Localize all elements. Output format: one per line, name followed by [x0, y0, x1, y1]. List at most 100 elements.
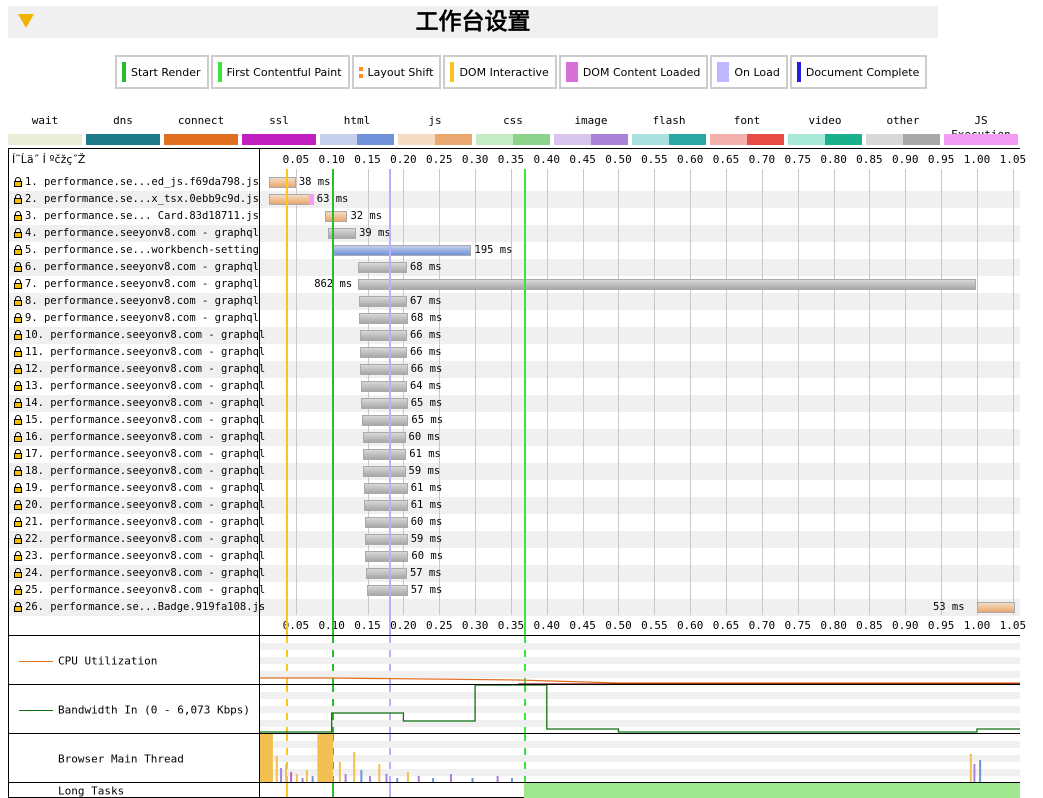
request-label[interactable]: 10. performance.seeyonv8.com - graphql: [25, 329, 266, 341]
request-label[interactable]: 11. performance.seeyonv8.com - graphql: [25, 346, 266, 358]
request-label[interactable]: 18. performance.seeyonv8.com - graphql: [25, 465, 266, 477]
table-row[interactable]: [9, 361, 1020, 378]
request-label[interactable]: 23. performance.seeyonv8.com - graphql: [25, 550, 266, 562]
request-label[interactable]: 3. performance.se... Card.83d18711.js: [25, 210, 259, 222]
grid-line: [439, 169, 441, 615]
collapse-arrow-icon[interactable]: [18, 14, 34, 28]
request-label[interactable]: 1. performance.se...ed_js.f69da798.js: [25, 176, 259, 188]
request-label[interactable]: 13. performance.seeyonv8.com - graphql: [25, 380, 266, 392]
request-bar[interactable]: [359, 347, 407, 358]
request-label[interactable]: 16. performance.seeyonv8.com - graphql: [25, 431, 266, 443]
axis-tick-label: 1.00: [963, 619, 991, 632]
request-label[interactable]: 20. performance.seeyonv8.com - graphql: [25, 499, 266, 511]
request-label[interactable]: 7. performance.seeyonv8.com - graphql: [25, 278, 259, 290]
table-row[interactable]: [9, 327, 1020, 344]
lock-icon: [14, 381, 22, 391]
request-bar[interactable]: [362, 449, 407, 460]
grid-line: [976, 169, 978, 615]
legend-swatch: [450, 62, 455, 82]
resource-type-item: js: [398, 114, 472, 145]
cpu-utilization-text: CPU Utilization: [58, 654, 158, 667]
request-label[interactable]: 4. performance.seeyonv8.com - graphql: [25, 227, 259, 239]
request-bar[interactable]: [268, 177, 296, 188]
bandwidth-swatch: [19, 709, 53, 711]
request-bar[interactable]: [976, 602, 1015, 613]
request-label[interactable]: 15. performance.seeyonv8.com - graphql: [25, 414, 266, 426]
request-bar[interactable]: [361, 415, 409, 426]
request-label[interactable]: 22. performance.seeyonv8.com - graphql: [25, 533, 266, 545]
request-bar[interactable]: [363, 466, 406, 477]
request-label[interactable]: 19. performance.seeyonv8.com - graphql: [25, 482, 266, 494]
table-row[interactable]: [9, 191, 1020, 208]
axis-tick-label: 0.60: [676, 153, 704, 166]
table-row[interactable]: [9, 463, 1020, 480]
lock-icon: [14, 568, 22, 578]
request-bar[interactable]: [358, 279, 977, 290]
table-row[interactable]: [9, 293, 1020, 310]
request-label[interactable]: 25. performance.seeyonv8.com - graphql: [25, 584, 266, 596]
request-bar[interactable]: [361, 381, 407, 392]
cpu-utilization-label: CPU Utilization: [9, 636, 260, 685]
request-bar[interactable]: [358, 296, 407, 307]
request-label[interactable]: 5. performance.se...workbench-setting: [25, 244, 259, 256]
legend-label: Layout Shift: [367, 65, 434, 79]
axis-tick-label: 0.35: [497, 153, 525, 166]
request-label[interactable]: 12. performance.seeyonv8.com - graphql: [25, 363, 266, 375]
table-row[interactable]: [9, 565, 1020, 582]
request-bar[interactable]: [328, 228, 357, 239]
request-label[interactable]: 21. performance.seeyonv8.com - graphql: [25, 516, 266, 528]
request-bar[interactable]: [359, 330, 407, 341]
bandwidth-graph: Bandwidth In (0 - 6,073 Kbps): [9, 684, 1020, 734]
request-bar[interactable]: [360, 364, 408, 375]
request-label[interactable]: 14. performance.seeyonv8.com - graphql: [25, 397, 266, 409]
request-duration: 59 ms: [410, 533, 443, 545]
table-row[interactable]: [9, 599, 1020, 616]
request-bar[interactable]: [358, 313, 408, 324]
request-bar[interactable]: [365, 551, 409, 562]
request-label[interactable]: 9. performance.seeyonv8.com - graphql: [25, 312, 259, 324]
table-row[interactable]: [9, 395, 1020, 412]
resource-type-item: JS Execution: [944, 114, 1018, 145]
resource-type-swatch: [866, 134, 940, 145]
table-row[interactable]: [9, 429, 1020, 446]
resource-type-swatch: [164, 134, 238, 145]
table-row[interactable]: [9, 497, 1020, 514]
request-bar[interactable]: [362, 432, 406, 443]
request-label[interactable]: 24. performance.seeyonv8.com - graphql: [25, 567, 266, 579]
request-label[interactable]: 8. performance.seeyonv8.com - graphql: [25, 295, 259, 307]
request-bar[interactable]: [365, 534, 408, 545]
axis-tick-label: 0.40: [533, 153, 561, 166]
axis-tick-label: 0.90: [892, 153, 919, 166]
table-row[interactable]: [9, 259, 1020, 276]
request-label[interactable]: 2. performance.se...x_tsx.0ebb9c9d.js: [25, 193, 259, 205]
request-bar[interactable]: [324, 211, 348, 222]
request-duration: 39 ms: [359, 227, 391, 239]
axis-tick-label: 0.20: [390, 619, 417, 632]
resource-type-legend: wait dns connect ssl html js css image flash font…: [8, 114, 1020, 146]
axis-tick-label: 0.25: [425, 153, 453, 166]
table-row[interactable]: [9, 531, 1020, 548]
request-bar[interactable]: [361, 398, 408, 409]
request-bar[interactable]: [268, 194, 314, 205]
request-bar[interactable]: [363, 483, 408, 494]
lock-icon: [14, 500, 22, 510]
main-thread-graph: Browser Main Thread: [9, 733, 1020, 783]
axis-tick-label: 0.95: [927, 153, 955, 166]
axis-tick-label: 1.05: [999, 619, 1027, 632]
request-bar[interactable]: [366, 585, 408, 596]
request-duration: 59 ms: [408, 465, 441, 477]
grid-line: [546, 169, 548, 615]
bandwidth-line: [260, 685, 1020, 733]
request-bar[interactable]: [331, 245, 472, 256]
request-bar[interactable]: [364, 517, 408, 528]
table-row[interactable]: [9, 225, 1020, 242]
request-bar[interactable]: [358, 262, 407, 273]
request-label[interactable]: 26. performance.se...Badge.919fa108.js: [25, 601, 266, 613]
request-label[interactable]: 6. performance.seeyonv8.com - graphql: [25, 261, 259, 273]
lock-icon: [14, 245, 22, 255]
legend-item: Start Render: [115, 55, 209, 89]
request-bar[interactable]: [366, 568, 407, 579]
lock-icon: [14, 398, 22, 408]
request-label[interactable]: 17. performance.seeyonv8.com - graphql: [25, 448, 266, 460]
request-bar[interactable]: [363, 500, 408, 511]
